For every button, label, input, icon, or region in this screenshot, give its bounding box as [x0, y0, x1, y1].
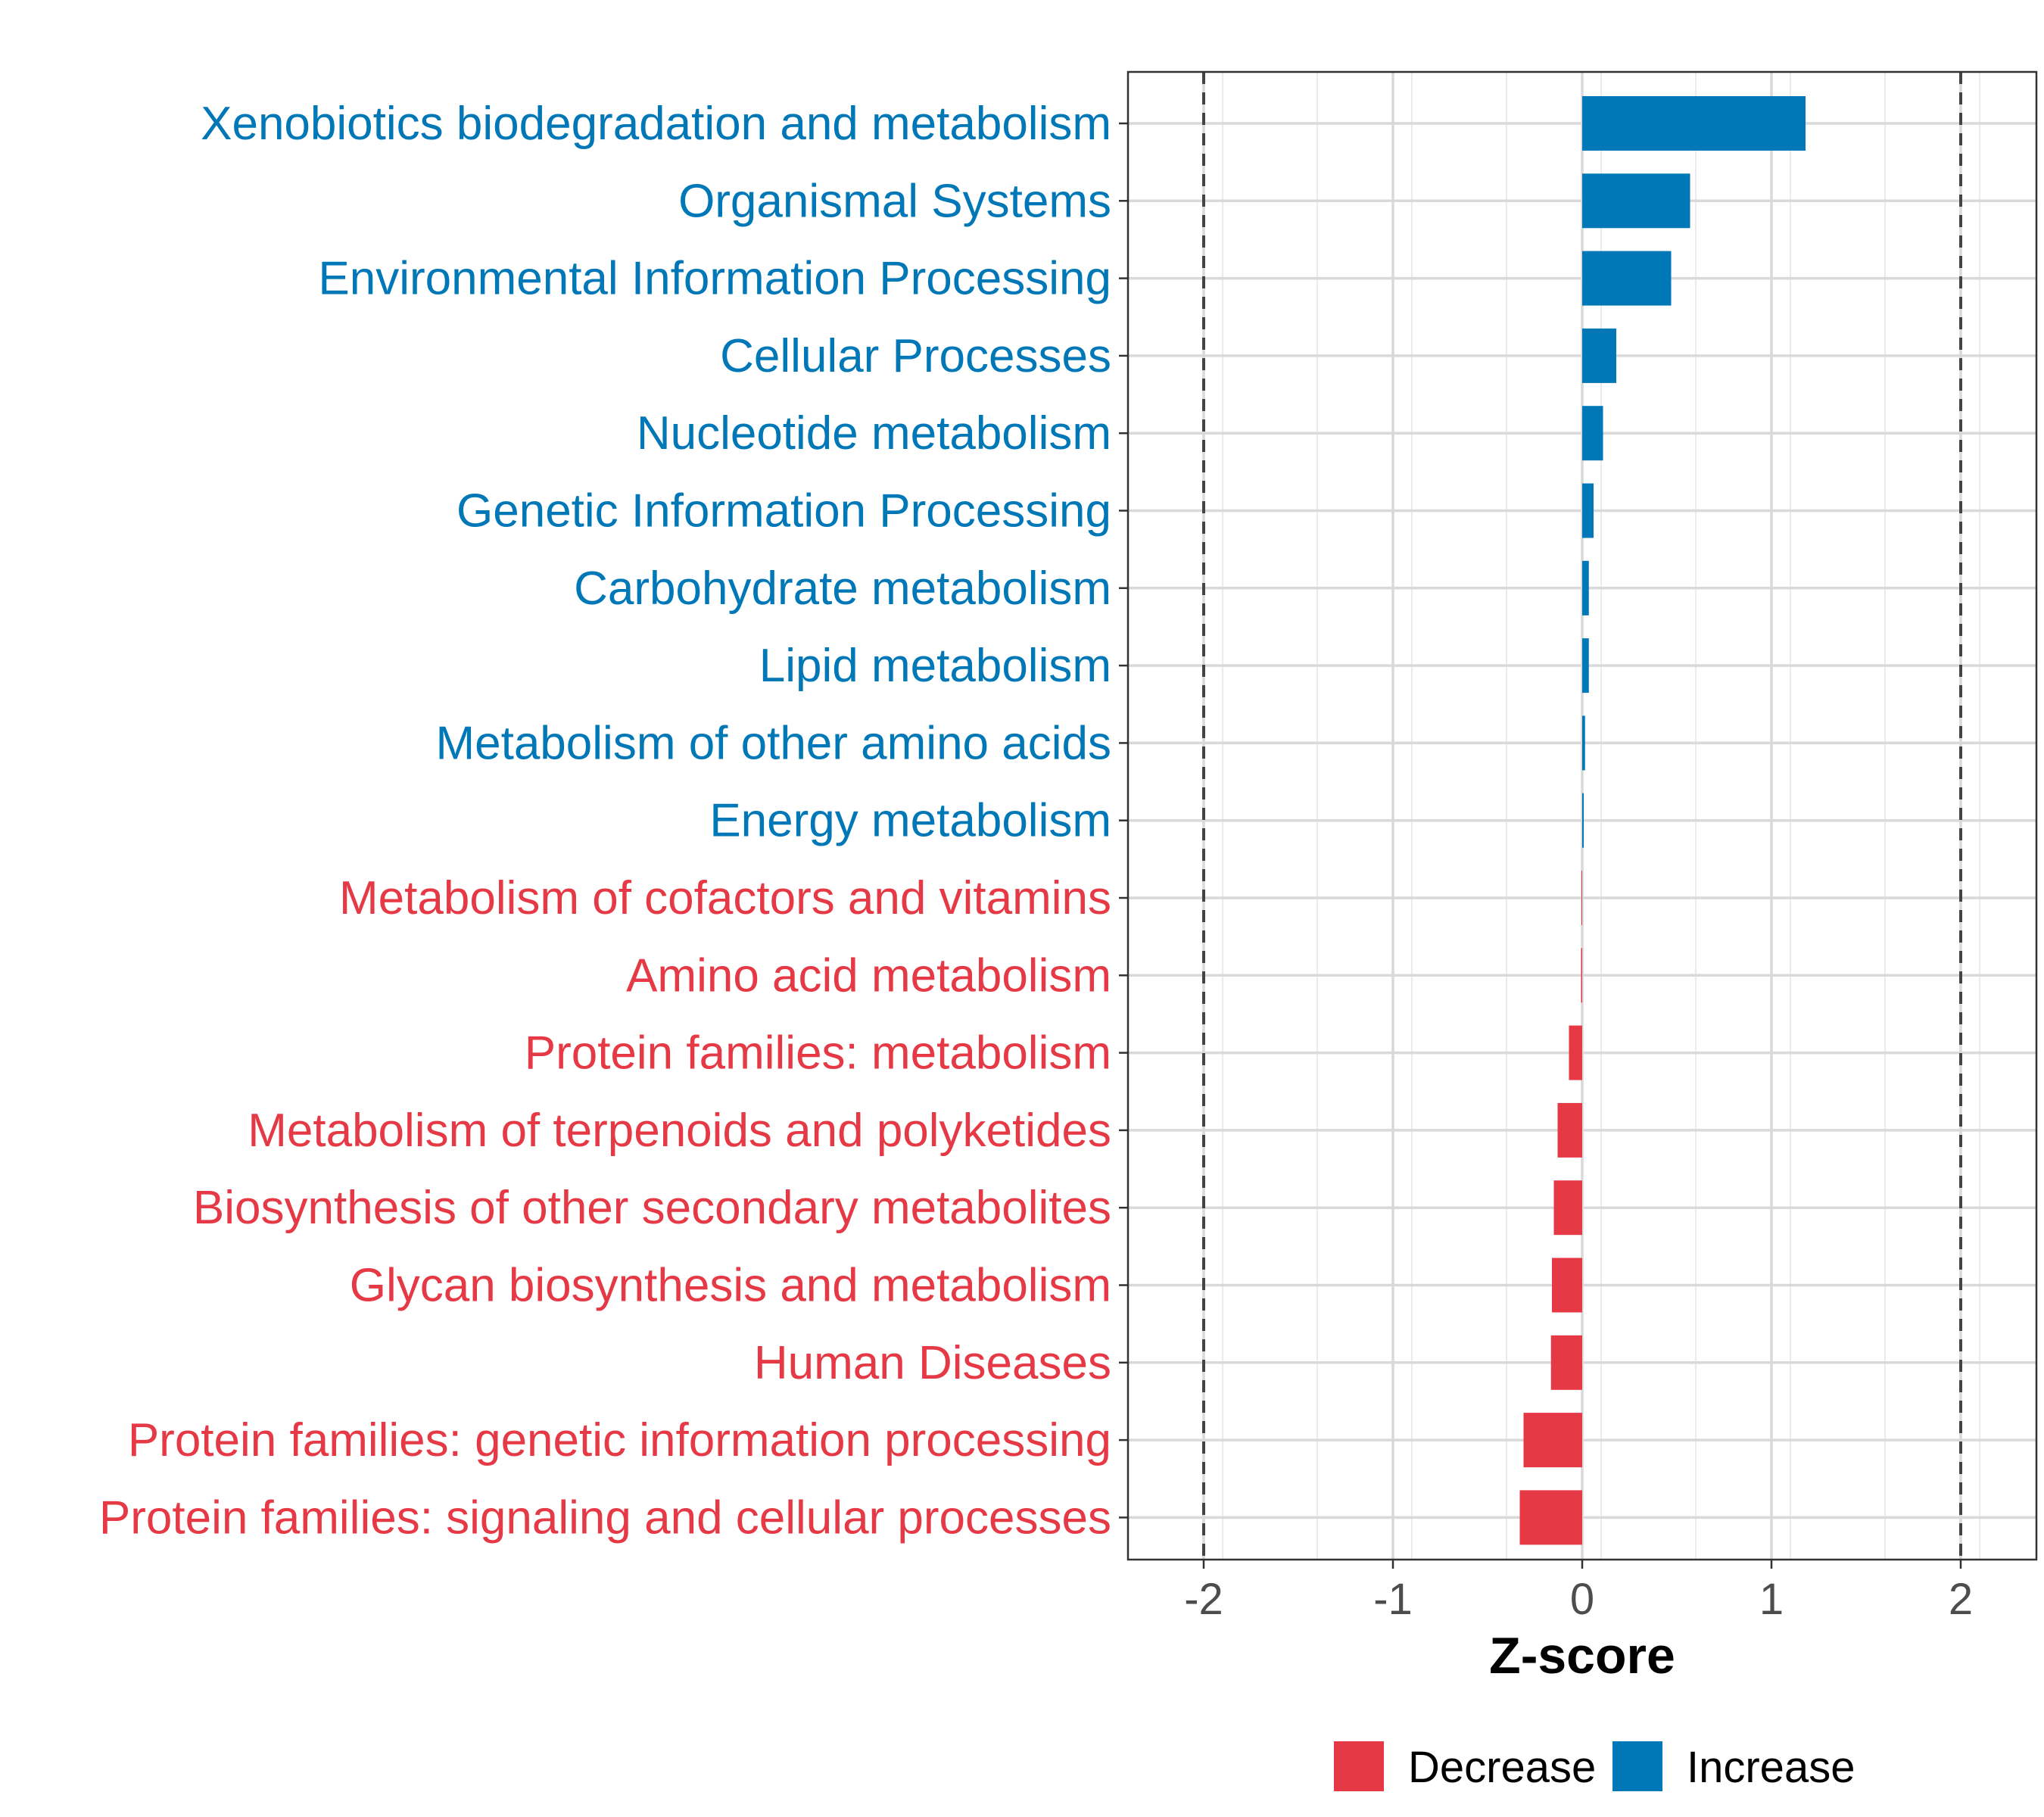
- x-axis: -2 -1 0 1 2: [1184, 1560, 1973, 1624]
- category-labels: Xenobiotics biodegradation and metabolis…: [99, 98, 1128, 1544]
- bar: [1581, 948, 1582, 1003]
- category-label: Amino acid metabolism: [626, 949, 1111, 1002]
- bar: [1582, 793, 1584, 848]
- bars-layer: [1519, 96, 1806, 1545]
- category-label: Energy metabolism: [709, 795, 1111, 847]
- category-label: Carbohydrate metabolism: [574, 563, 1111, 615]
- bar: [1557, 1102, 1582, 1158]
- category-label: Protein families: signaling and cellular…: [99, 1491, 1111, 1544]
- category-label: Glycan biosynthesis and metabolism: [350, 1260, 1111, 1312]
- bar: [1553, 1180, 1582, 1236]
- category-label: Xenobiotics biodegradation and metabolis…: [201, 98, 1111, 150]
- category-label: Metabolism of cofactors and vitamins: [339, 872, 1111, 924]
- bar: [1582, 560, 1589, 616]
- x-tick-label: -2: [1184, 1575, 1223, 1624]
- bar: [1582, 173, 1690, 229]
- bar: [1552, 1258, 1582, 1313]
- bar: [1582, 483, 1594, 538]
- category-label: Organismal Systems: [678, 175, 1111, 227]
- x-tick-label: 0: [1570, 1575, 1594, 1624]
- category-label: Lipid metabolism: [759, 640, 1111, 692]
- x-tick-label: 2: [1949, 1575, 1973, 1624]
- category-label: Environmental Information Processing: [318, 253, 1111, 305]
- category-label: Metabolism of terpenoids and polyketides: [248, 1105, 1111, 1157]
- bar: [1569, 1025, 1582, 1080]
- bar: [1582, 638, 1589, 693]
- bar: [1582, 328, 1616, 383]
- legend-swatch: [1612, 1741, 1662, 1791]
- bar: [1519, 1490, 1582, 1545]
- category-label: Metabolism of other amino acids: [435, 717, 1111, 769]
- category-label: Protein families: metabolism: [525, 1027, 1111, 1080]
- x-tick-label: -1: [1373, 1575, 1413, 1624]
- legend-swatch: [1334, 1741, 1384, 1791]
- reference-lines: [1202, 72, 1962, 1560]
- bar: [1582, 251, 1672, 306]
- bar: [1550, 1335, 1582, 1390]
- bar: [1582, 96, 1806, 151]
- category-label: Protein families: genetic information pr…: [128, 1414, 1111, 1466]
- bar: [1582, 715, 1585, 771]
- legend-label: Decrease: [1408, 1743, 1596, 1792]
- bar: [1582, 406, 1603, 461]
- category-label: Cellular Processes: [720, 330, 1111, 382]
- category-label: Genetic Information Processing: [456, 485, 1111, 538]
- legend-label: Increase: [1687, 1743, 1855, 1792]
- category-label: Biosynthesis of other secondary metaboli…: [193, 1182, 1111, 1234]
- legend: Decrease Increase: [1334, 1741, 1855, 1792]
- bar: [1523, 1413, 1582, 1468]
- x-axis-title: Z-score: [1489, 1627, 1675, 1685]
- x-tick-label: 1: [1759, 1575, 1784, 1624]
- category-label: Nucleotide metabolism: [637, 407, 1111, 460]
- category-label: Human Diseases: [754, 1337, 1111, 1389]
- bar: [1581, 871, 1582, 925]
